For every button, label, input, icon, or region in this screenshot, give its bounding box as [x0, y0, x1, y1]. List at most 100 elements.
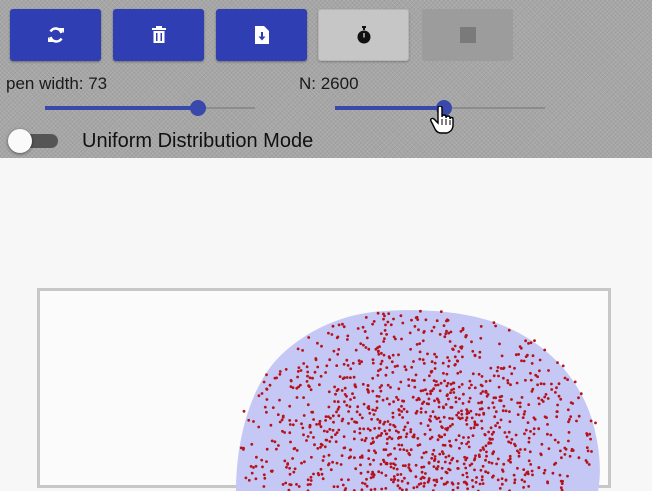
sample-point — [537, 397, 540, 400]
sample-point — [571, 448, 574, 451]
sample-point — [575, 420, 578, 423]
sample-point — [444, 482, 447, 485]
sample-point — [386, 397, 389, 400]
sample-point — [403, 365, 406, 368]
sample-point — [555, 386, 558, 389]
sample-point — [428, 398, 431, 401]
sample-point — [417, 397, 420, 400]
sample-point — [434, 484, 437, 487]
sample-point — [540, 382, 543, 385]
sample-point — [344, 487, 347, 490]
sample-point — [491, 476, 494, 479]
sample-point — [393, 478, 396, 481]
sample-point — [550, 388, 553, 391]
n-label: N: 2600 — [299, 74, 359, 94]
sample-point — [328, 428, 331, 431]
sample-point — [423, 379, 426, 382]
sample-point — [456, 460, 459, 463]
sample-point — [297, 370, 300, 373]
sample-point — [388, 357, 391, 360]
sample-point — [448, 417, 451, 420]
sample-point — [480, 392, 483, 395]
sample-point — [488, 441, 491, 444]
sample-point — [279, 421, 282, 424]
sample-point — [359, 413, 362, 416]
sample-point — [497, 366, 500, 369]
uniform-mode-toggle-knob[interactable] — [8, 129, 32, 153]
timer-button[interactable] — [318, 9, 409, 61]
drawing-canvas[interactable] — [37, 288, 611, 488]
sample-point — [459, 370, 462, 373]
sample-point — [446, 356, 449, 359]
sample-point — [508, 431, 511, 434]
sample-point — [372, 440, 375, 443]
sample-point — [389, 453, 392, 456]
sample-point — [431, 360, 434, 363]
sample-point — [478, 454, 481, 457]
sample-point — [449, 391, 452, 394]
sample-point — [316, 366, 319, 369]
sample-point — [337, 348, 340, 351]
sample-point — [247, 419, 250, 422]
uniform-mode-toggle[interactable] — [8, 131, 60, 151]
sample-point — [419, 310, 422, 313]
pen-width-slider[interactable] — [45, 98, 255, 118]
sample-point — [397, 444, 400, 447]
sample-point — [386, 438, 389, 441]
sample-point — [307, 384, 310, 387]
sample-point — [488, 437, 491, 440]
sample-point — [478, 373, 481, 376]
sample-point — [318, 422, 321, 425]
sample-point — [479, 483, 482, 486]
sample-point — [310, 476, 313, 479]
sample-point — [361, 482, 364, 485]
sample-point — [429, 415, 432, 418]
sample-point — [509, 461, 512, 464]
sample-point — [370, 418, 373, 421]
sample-point — [296, 376, 299, 379]
sample-point — [372, 362, 375, 365]
sample-point — [471, 479, 474, 482]
sample-point — [511, 438, 514, 441]
sample-point — [389, 423, 392, 426]
sample-point — [493, 374, 496, 377]
sample-point — [355, 349, 358, 352]
sample-point — [386, 462, 389, 465]
sample-point — [487, 431, 490, 434]
sample-point — [518, 455, 521, 458]
sample-point — [365, 478, 368, 481]
sample-point — [324, 445, 327, 448]
sample-point — [272, 406, 275, 409]
pen-width-slider-thumb[interactable] — [190, 100, 206, 116]
download-button[interactable] — [216, 9, 307, 61]
sample-point — [559, 398, 562, 401]
sample-point — [465, 472, 468, 475]
sample-point — [341, 420, 344, 423]
sample-point — [478, 414, 481, 417]
sample-point — [284, 482, 287, 485]
refresh-button[interactable] — [10, 9, 101, 61]
sample-point — [331, 461, 334, 464]
sample-point — [485, 455, 488, 458]
sample-point — [353, 430, 356, 433]
sample-point — [447, 319, 450, 322]
sample-point — [392, 318, 395, 321]
sample-point — [248, 479, 251, 482]
toolbar: pen width: 73 N: 2600 Uniform Distributi… — [0, 0, 652, 158]
sample-point — [564, 453, 567, 456]
delete-button[interactable] — [113, 9, 204, 61]
sample-point — [460, 442, 463, 445]
sample-point — [340, 463, 343, 466]
sample-point — [565, 448, 568, 451]
sample-point — [439, 389, 442, 392]
sample-point — [366, 485, 369, 488]
sample-point — [509, 420, 512, 423]
sample-point — [392, 412, 395, 415]
sample-point — [425, 318, 428, 321]
sample-point — [480, 420, 483, 423]
sample-point — [480, 325, 483, 328]
sample-point — [335, 411, 338, 414]
sample-point — [376, 407, 379, 410]
sample-point — [469, 397, 472, 400]
sample-point — [320, 375, 323, 378]
